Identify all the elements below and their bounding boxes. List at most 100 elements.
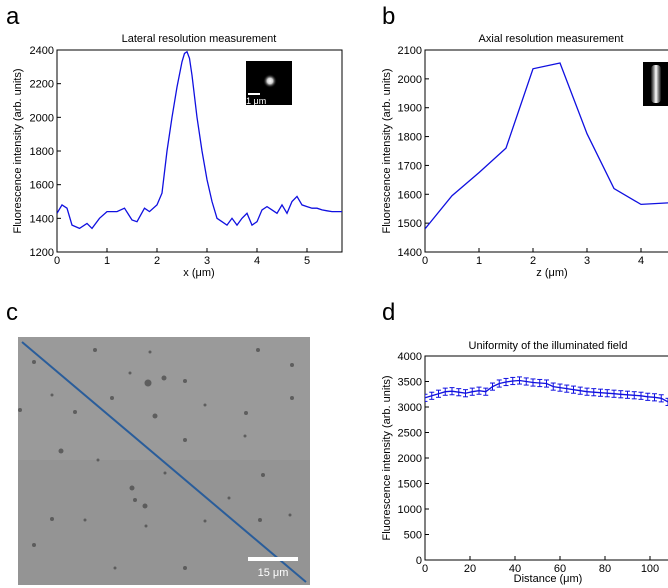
x-tick-label: 0 — [422, 255, 428, 267]
y-tick-label: 1500 — [398, 218, 422, 230]
y-tick-label: 0 — [416, 555, 422, 567]
x-tick-label: 0 — [422, 563, 428, 575]
image-speck — [203, 403, 207, 407]
y-tick-label: 2200 — [30, 79, 54, 91]
panel-c-image-lower-band — [18, 460, 310, 585]
image-speck — [50, 393, 54, 397]
y-tick-label: 1800 — [398, 132, 422, 144]
x-tick-label: 4 — [254, 255, 260, 267]
y-tick-label: 2000 — [398, 74, 422, 86]
image-speck — [288, 513, 292, 517]
panel-c-letter: c — [6, 299, 18, 326]
panel-a-inset: 1 μm — [246, 61, 292, 106]
image-speck — [152, 413, 158, 419]
panel-c-profile-line — [21, 341, 307, 583]
image-speck — [258, 518, 262, 522]
image-speck — [133, 498, 137, 502]
y-tick-label: 500 — [404, 530, 422, 542]
y-tick-label: 1500 — [398, 479, 422, 491]
panel-d-chart: Uniformity of the illuminated field 0 20 4… — [381, 340, 668, 585]
y-tick-label: 1400 — [398, 247, 422, 259]
y-tick-label: 3500 — [398, 377, 422, 389]
image-speck — [183, 438, 187, 442]
image-speck — [144, 379, 152, 387]
y-tick-label: 4000 — [398, 351, 422, 363]
y-tick-label: 2400 — [30, 45, 54, 57]
x-tick-label: 60 — [554, 563, 566, 575]
panel-a-ylabel: Fluorescence intensity (arb. units) — [12, 68, 24, 233]
panel-c-image: 15 μm — [18, 337, 310, 585]
y-tick-label: 2500 — [398, 428, 422, 440]
panel-c-specks — [18, 348, 294, 570]
panel-d-series-line — [425, 379, 668, 403]
x-tick-label: 3 — [584, 255, 590, 267]
image-speck — [144, 524, 148, 528]
image-speck — [183, 566, 187, 570]
panel-a-series-line — [57, 50, 342, 230]
x-tick-label: 20 — [464, 563, 476, 575]
x-tick-label: 80 — [599, 563, 611, 575]
image-speck — [244, 411, 248, 415]
x-tick-label: 4 — [638, 255, 644, 267]
x-tick-label: 5 — [304, 255, 310, 267]
image-speck — [161, 375, 167, 381]
panel-d-letter: d — [382, 299, 395, 326]
y-tick-label: 3000 — [398, 402, 422, 414]
image-speck — [18, 408, 22, 412]
image-speck — [290, 396, 294, 400]
panel-d-error-bars — [425, 376, 668, 406]
panel-a-title: Lateral resolution measurement — [122, 33, 277, 45]
image-speck — [128, 371, 132, 375]
panel-b-series-line — [425, 62, 668, 230]
panel-a-inset-scalebar — [248, 93, 260, 95]
x-tick-label: 100 — [641, 563, 659, 575]
x-tick-label: 1 — [104, 255, 110, 267]
x-tick-label: 2 — [154, 255, 160, 267]
image-speck — [32, 543, 36, 547]
panel-d-ticks: 0 20 40 60 80 1000500100015002000250030003500… — [398, 351, 660, 575]
panel-b-inset-streak — [651, 65, 661, 103]
image-speck — [227, 496, 231, 500]
image-speck — [96, 458, 100, 462]
panel-a-chart: Lateral resolution measurement 0 1 2 3 4 5 120… — [12, 33, 343, 279]
y-tick-label: 1000 — [398, 504, 422, 516]
panel-c-scale-label: 15 μm — [258, 567, 289, 579]
y-tick-label: 1600 — [398, 189, 422, 201]
y-tick-label: 2000 — [30, 112, 54, 124]
image-speck — [83, 518, 87, 522]
image-speck — [148, 350, 152, 354]
image-speck — [93, 348, 97, 352]
panel-b-letter: b — [382, 3, 395, 30]
x-tick-label: 1 — [476, 255, 482, 267]
panel-a-letter: a — [6, 3, 20, 30]
panel-d-title: Uniformity of the illuminated field — [469, 340, 628, 352]
y-tick-label: 1700 — [398, 160, 422, 172]
y-tick-label: 1400 — [30, 213, 54, 225]
panel-b-ylabel: Fluorescence intensity (arb. units) — [381, 68, 393, 233]
panel-b-plot-frame — [424, 49, 668, 253]
panel-b-chart: Axial resolution measurement 0 1 2 3 4 1400 15… — [381, 33, 668, 279]
image-speck — [110, 396, 114, 400]
y-tick-label: 1200 — [30, 247, 54, 259]
y-tick-label: 2000 — [398, 453, 422, 465]
y-tick-label: 1800 — [30, 146, 54, 158]
y-tick-label: 1600 — [30, 180, 54, 192]
image-speck — [32, 360, 36, 364]
panel-a-inset-spot — [263, 74, 277, 88]
x-tick-label: 3 — [204, 255, 210, 267]
image-speck — [73, 410, 77, 414]
x-tick-label: 2 — [530, 255, 536, 267]
y-tick-label: 2100 — [398, 45, 422, 57]
image-speck — [163, 471, 167, 475]
y-tick-label: 1900 — [398, 103, 422, 115]
x-tick-label: 40 — [509, 563, 521, 575]
image-speck — [142, 503, 148, 509]
panel-b-inset — [643, 62, 668, 106]
panel-b-ticks: 0 1 2 3 4 1400 1500 1600 1700 1800 1900 2000 2100 — [398, 45, 645, 267]
panel-a-ticks: 0 1 2 3 4 5 1200 1400 1600 1800 2000 2200 2400 — [30, 45, 311, 267]
image-speck — [50, 517, 54, 521]
panel-d-ylabel: Fluorescence intensity (arb. units) — [381, 375, 393, 540]
image-speck — [58, 448, 64, 454]
image-speck — [183, 379, 187, 383]
